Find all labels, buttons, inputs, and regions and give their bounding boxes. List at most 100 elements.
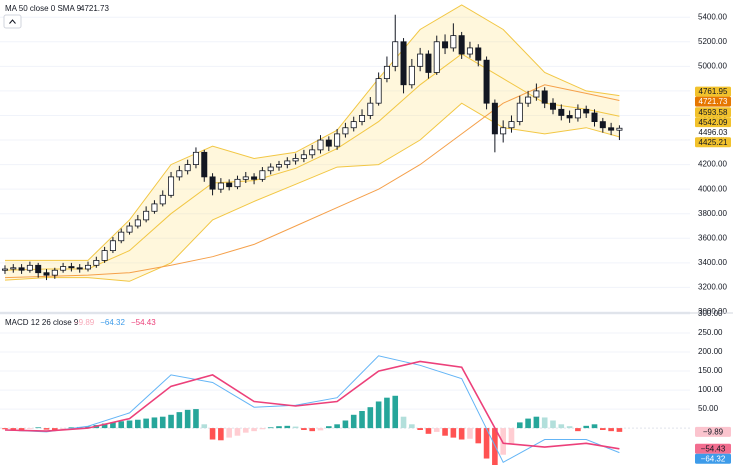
candle-body: [209, 176, 216, 190]
histogram-bar: [60, 428, 66, 430]
axis-value-box: [695, 426, 731, 437]
histogram-bar: [616, 428, 623, 432]
histogram-bar: [18, 428, 25, 432]
histogram-bar: [533, 416, 540, 429]
candle-body: [118, 231, 125, 242]
axis-value-box: [695, 96, 731, 107]
histogram-bar: [566, 426, 573, 429]
candle-body: [126, 225, 133, 233]
histogram-bar: [516, 422, 523, 429]
candle-body: [533, 90, 540, 98]
candle-body: [275, 164, 282, 168]
histogram-bar: [492, 428, 498, 467]
y-tick-label: 50.00: [698, 404, 719, 413]
candle-body: [10, 267, 17, 270]
candle-body: [217, 182, 224, 190]
candle-body: [284, 160, 291, 165]
histogram-bar: [27, 428, 33, 429]
axis-value-box: [695, 117, 731, 128]
candle-body: [359, 115, 366, 123]
candle-body: [168, 176, 175, 196]
histogram-bar: [550, 420, 556, 429]
collapse-button[interactable]: [3, 14, 22, 29]
y-tick-label: 5400.00: [698, 12, 727, 21]
macd-legend-value: −54.43: [131, 318, 156, 327]
candle-body: [342, 127, 349, 135]
y-tick-label: 3400.00: [698, 258, 727, 267]
candle-body: [400, 41, 407, 86]
candle-body: [599, 121, 606, 129]
candle-body: [591, 112, 598, 123]
histogram-bar: [326, 426, 332, 429]
histogram-bar: [218, 428, 224, 441]
price-pane: 3000.00 3200.00 3400.00 3600.00 3800.00 4000.…: [0, 4, 731, 316]
candle-body: [549, 102, 556, 110]
histogram-bar: [234, 428, 241, 436]
candle-body: [35, 264, 42, 274]
candle-body: [450, 35, 457, 49]
legend-layer: MA 50 close 0 SMA 9 4721.73 MACD 12 26 c…: [3, 4, 156, 327]
candle-body: [226, 182, 233, 188]
candle-body: [516, 102, 523, 123]
candle-body: [26, 264, 33, 271]
histogram-bar: [525, 418, 531, 429]
candle-body: [367, 102, 374, 116]
axis-value-box: [695, 137, 731, 148]
candle-body: [143, 210, 150, 221]
collapse-button-box[interactable]: [3, 14, 22, 29]
histogram-bar: [143, 418, 149, 429]
candle-body: [93, 260, 100, 266]
candle-body: [574, 108, 581, 119]
candle-body: [51, 269, 58, 276]
candle-body: [558, 108, 565, 116]
candle-body: [525, 96, 532, 104]
histogram-bar: [301, 428, 307, 431]
histogram-bar: [558, 424, 565, 429]
collapse-icon[interactable]: [9, 19, 16, 24]
histogram-bar: [35, 427, 41, 429]
histogram-bar: [184, 409, 191, 429]
candle-body: [242, 176, 249, 180]
candle-body: [317, 139, 324, 151]
candle-body: [309, 149, 316, 156]
histogram-bar: [450, 428, 457, 438]
histogram-bar: [193, 409, 199, 429]
axis-value-label: −9.89: [703, 427, 724, 436]
y-tick-label: 200.00: [698, 347, 723, 356]
candle-body: [417, 53, 424, 67]
histogram-bar: [110, 422, 116, 429]
axis-value-label: 4542.09: [699, 118, 728, 127]
candle-body: [259, 170, 266, 180]
histogram-bar: [458, 428, 465, 440]
candle-body: [334, 133, 341, 147]
histogram-bar: [541, 417, 548, 429]
candle-body: [267, 166, 274, 172]
candle-body: [201, 151, 208, 178]
macd-legend-value: −9.89: [74, 318, 95, 327]
histogram-bar: [375, 401, 382, 429]
macd-line: [4, 355, 620, 463]
histogram-bar: [400, 416, 407, 429]
macd-legend-title: MACD 12 26 close 9: [5, 318, 79, 327]
histogram-bar: [251, 428, 257, 432]
candle-body: [608, 127, 615, 131]
candle-body: [475, 47, 482, 61]
histogram-bar: [176, 412, 183, 429]
axis-value-label: 4496.03: [699, 128, 728, 137]
histogram-bar: [43, 428, 50, 430]
candle-body: [466, 47, 473, 55]
histogram-bar: [242, 428, 249, 433]
histogram-bar: [409, 424, 415, 429]
axis-value-box: [695, 443, 731, 454]
histogram-bar: [392, 395, 399, 429]
candle-body: [442, 41, 449, 49]
band-upper-line: [5, 4, 620, 261]
candle-body: [583, 108, 590, 114]
candle-body: [383, 65, 390, 80]
y-tick-label: 3800.00: [698, 209, 727, 218]
histogram-bar: [467, 428, 473, 439]
candle-body: [101, 250, 108, 261]
histogram-bar: [342, 420, 349, 429]
histogram-bar: [500, 428, 506, 455]
